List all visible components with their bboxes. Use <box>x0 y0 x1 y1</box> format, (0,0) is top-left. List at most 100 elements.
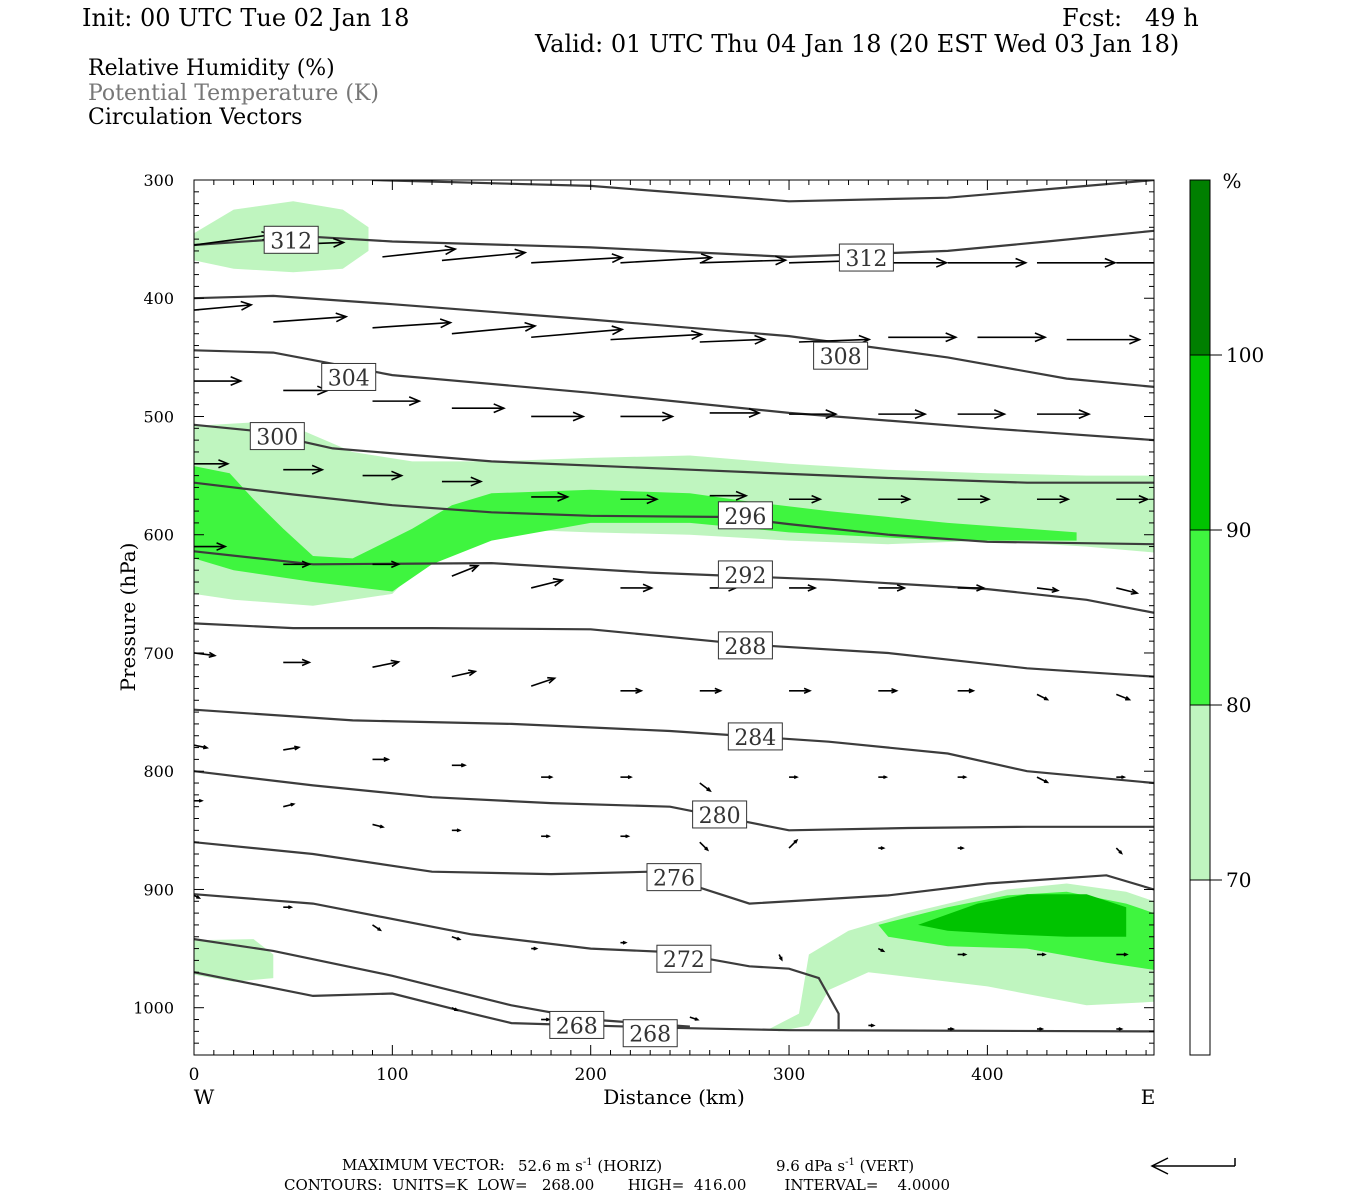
x-tick-label: 100 <box>376 1065 408 1085</box>
circulation-vector <box>283 905 294 910</box>
vector-shaft <box>273 315 347 323</box>
vector-head <box>706 787 712 793</box>
circulation-vector <box>878 584 907 592</box>
max-vector-vert: 9.6 dPa s-1 (VERT) <box>776 1157 915 1175</box>
theta-contour-268 <box>194 938 690 1028</box>
vector-head <box>470 476 483 487</box>
circulation-vector <box>947 257 1028 268</box>
theta-label-box-1 <box>838 243 894 272</box>
y-tick-label: 600 <box>143 526 174 545</box>
vector-shaft <box>1116 587 1138 594</box>
vector-head <box>690 329 704 341</box>
circulation-vector <box>789 775 799 780</box>
circulation-vector <box>372 823 385 829</box>
vector-head <box>754 334 767 345</box>
circulation-vector <box>620 940 628 945</box>
vector-head <box>1158 258 1168 267</box>
circulation-vector <box>1036 776 1050 784</box>
circulation-vector <box>699 255 788 266</box>
vector-head <box>456 936 462 941</box>
circulation-vector <box>957 688 976 694</box>
colorbar-tick-label: 100 <box>1226 343 1264 367</box>
vector-head <box>694 1017 700 1021</box>
circulation-vector <box>194 894 202 899</box>
vector-head <box>714 687 723 694</box>
circulation-vector <box>372 396 422 407</box>
forecast-hour: Fcst: 49 h <box>1062 4 1199 32</box>
vector-head <box>1129 334 1142 345</box>
circulation-vector <box>531 253 625 264</box>
circulation-vector <box>1115 847 1123 855</box>
circulation-vector <box>194 375 243 387</box>
theta-contour-280 <box>194 770 1154 832</box>
circulation-vector <box>441 248 528 262</box>
vector-shaft <box>283 746 299 751</box>
vector-head <box>468 669 478 677</box>
vector-head <box>635 687 644 694</box>
theta-contour-label-300: 300 <box>256 426 298 451</box>
y-axis-label: Pressure (hPa) <box>116 543 140 692</box>
vector-head <box>622 940 628 945</box>
circulation-vector <box>194 744 210 750</box>
vector-head <box>552 577 565 587</box>
circulation-vector <box>531 325 625 339</box>
vector-head <box>1034 332 1048 343</box>
theta-label-box-3 <box>321 362 377 391</box>
vector-shaft <box>441 251 526 262</box>
contour-label-layer: 312 312 308 304 300 296 292 288 284 280 276 272 268 2… <box>249 225 894 1048</box>
theta-label-box-7 <box>717 631 773 660</box>
vector-head <box>1051 586 1060 594</box>
vector-head <box>439 318 453 329</box>
vector-head <box>807 584 818 592</box>
vector-head <box>793 775 799 780</box>
vector-head <box>1015 257 1028 268</box>
circulation-vector <box>194 459 230 469</box>
vector-head <box>572 411 586 422</box>
vector-head <box>914 409 928 420</box>
circulation-vector <box>451 403 506 414</box>
field-label-rh: Relative Humidity (%) <box>88 56 335 81</box>
circulation-vector <box>372 924 383 932</box>
vector-head <box>778 956 783 962</box>
circulation-vector <box>709 490 749 501</box>
theta-label-box-2 <box>813 341 869 370</box>
vector-shaft <box>620 256 712 264</box>
circulation-vector <box>194 300 254 311</box>
circulation-vector <box>1036 1027 1045 1031</box>
rh-region-6 <box>918 894 1127 937</box>
vector-head <box>545 834 551 839</box>
rh-fill-layer <box>194 201 1154 1032</box>
circulation-vector <box>610 329 704 341</box>
circulation-vector <box>530 577 565 589</box>
vector-head <box>870 1023 876 1028</box>
colorbar-bin-70 <box>1189 704 1211 881</box>
vector-shaft <box>1036 587 1058 592</box>
circulation-vector <box>451 564 480 577</box>
x-right-end-label: E <box>1141 1085 1156 1109</box>
theta-contour-272 <box>194 893 840 1029</box>
vector-head <box>962 952 968 957</box>
circulation-vector <box>1066 334 1142 345</box>
circulation-vector <box>620 775 633 780</box>
circulation-vector <box>947 1027 955 1031</box>
circulation-vector <box>1036 409 1092 420</box>
circulation-vector <box>699 841 710 852</box>
circulation-vector <box>531 411 586 422</box>
vector-head <box>379 824 385 829</box>
circulation-vector <box>451 321 538 335</box>
circulation-vector <box>362 470 404 481</box>
circulation-vector <box>372 659 401 668</box>
y-tick-label: 800 <box>143 762 174 781</box>
vector-shaft <box>451 325 536 335</box>
vector-head <box>230 375 243 387</box>
vector-head <box>408 396 422 407</box>
vector-head <box>700 253 714 264</box>
theta-contour-312 <box>194 229 1154 259</box>
vector-head <box>896 584 907 592</box>
vector-head <box>391 470 404 481</box>
circulation-vector <box>372 560 401 569</box>
vector-head <box>493 403 506 414</box>
circulation-vector <box>878 846 886 850</box>
vector-head <box>1118 850 1123 855</box>
